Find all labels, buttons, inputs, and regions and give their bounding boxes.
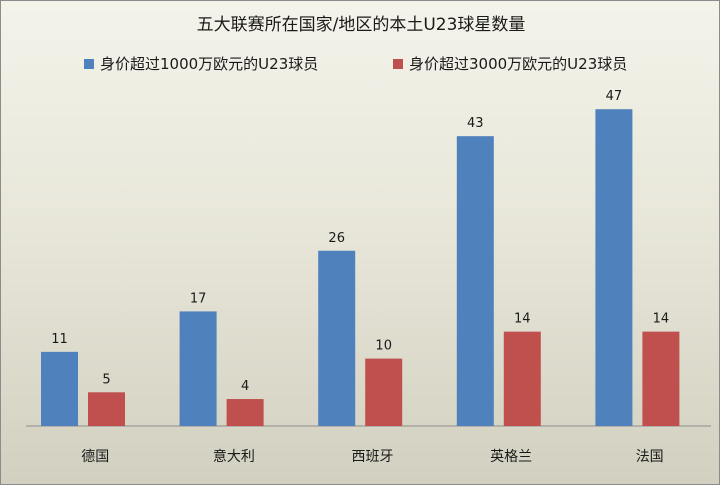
value-label-series-1-4: 43	[467, 116, 484, 131]
value-label-series-1-5: 47	[606, 89, 623, 104]
bar-series-2-1	[88, 392, 125, 426]
bar-series-1-4	[456, 136, 494, 426]
bar-series-2-5	[642, 331, 680, 426]
chart-title: 五大联赛所在国家/地区的本土U23球星数量	[197, 14, 526, 35]
bar-series-1-2	[179, 311, 217, 426]
legend-label-series-2: 身价超过3000万欧元的U23球员	[409, 55, 627, 73]
bar-series-1-3	[318, 250, 356, 426]
category-label-3: 西班牙	[352, 449, 394, 465]
category-labels: 德国 意大利 西班牙 英格兰 法国	[81, 448, 663, 465]
legend-label-series-1: 身价超过1000万欧元的U23球员	[100, 55, 318, 73]
category-label-1: 德国	[81, 449, 109, 465]
legend-swatch-series-2	[393, 59, 403, 69]
legend: 身价超过1000万欧元的U23球员 身价超过3000万欧元的U23球员	[84, 55, 627, 73]
value-label-series-1-3: 26	[328, 231, 345, 246]
value-label-series-2-4: 14	[514, 312, 531, 327]
legend-swatch-series-1	[84, 59, 94, 69]
bar-series-2-4	[503, 331, 541, 426]
bar-series-1-1	[41, 351, 78, 426]
category-label-4: 英格兰	[490, 448, 532, 465]
value-label-series-1-2: 17	[190, 291, 207, 306]
value-label-series-1-1: 11	[51, 332, 68, 347]
value-label-series-2-1: 5	[102, 372, 110, 387]
bars	[41, 109, 680, 426]
value-label-series-2-3: 10	[375, 339, 392, 354]
value-label-series-2-5: 14	[653, 312, 670, 327]
category-label-2: 意大利	[213, 448, 255, 465]
bar-series-2-2	[226, 399, 264, 426]
value-label-series-2-2: 4	[241, 379, 249, 394]
value-labels: 11 5 17 4 26 10 43 14 47 14	[51, 89, 669, 394]
category-label-5: 法国	[636, 449, 664, 465]
bar-series-2-3	[365, 358, 403, 426]
bar-series-1-5	[595, 109, 633, 426]
